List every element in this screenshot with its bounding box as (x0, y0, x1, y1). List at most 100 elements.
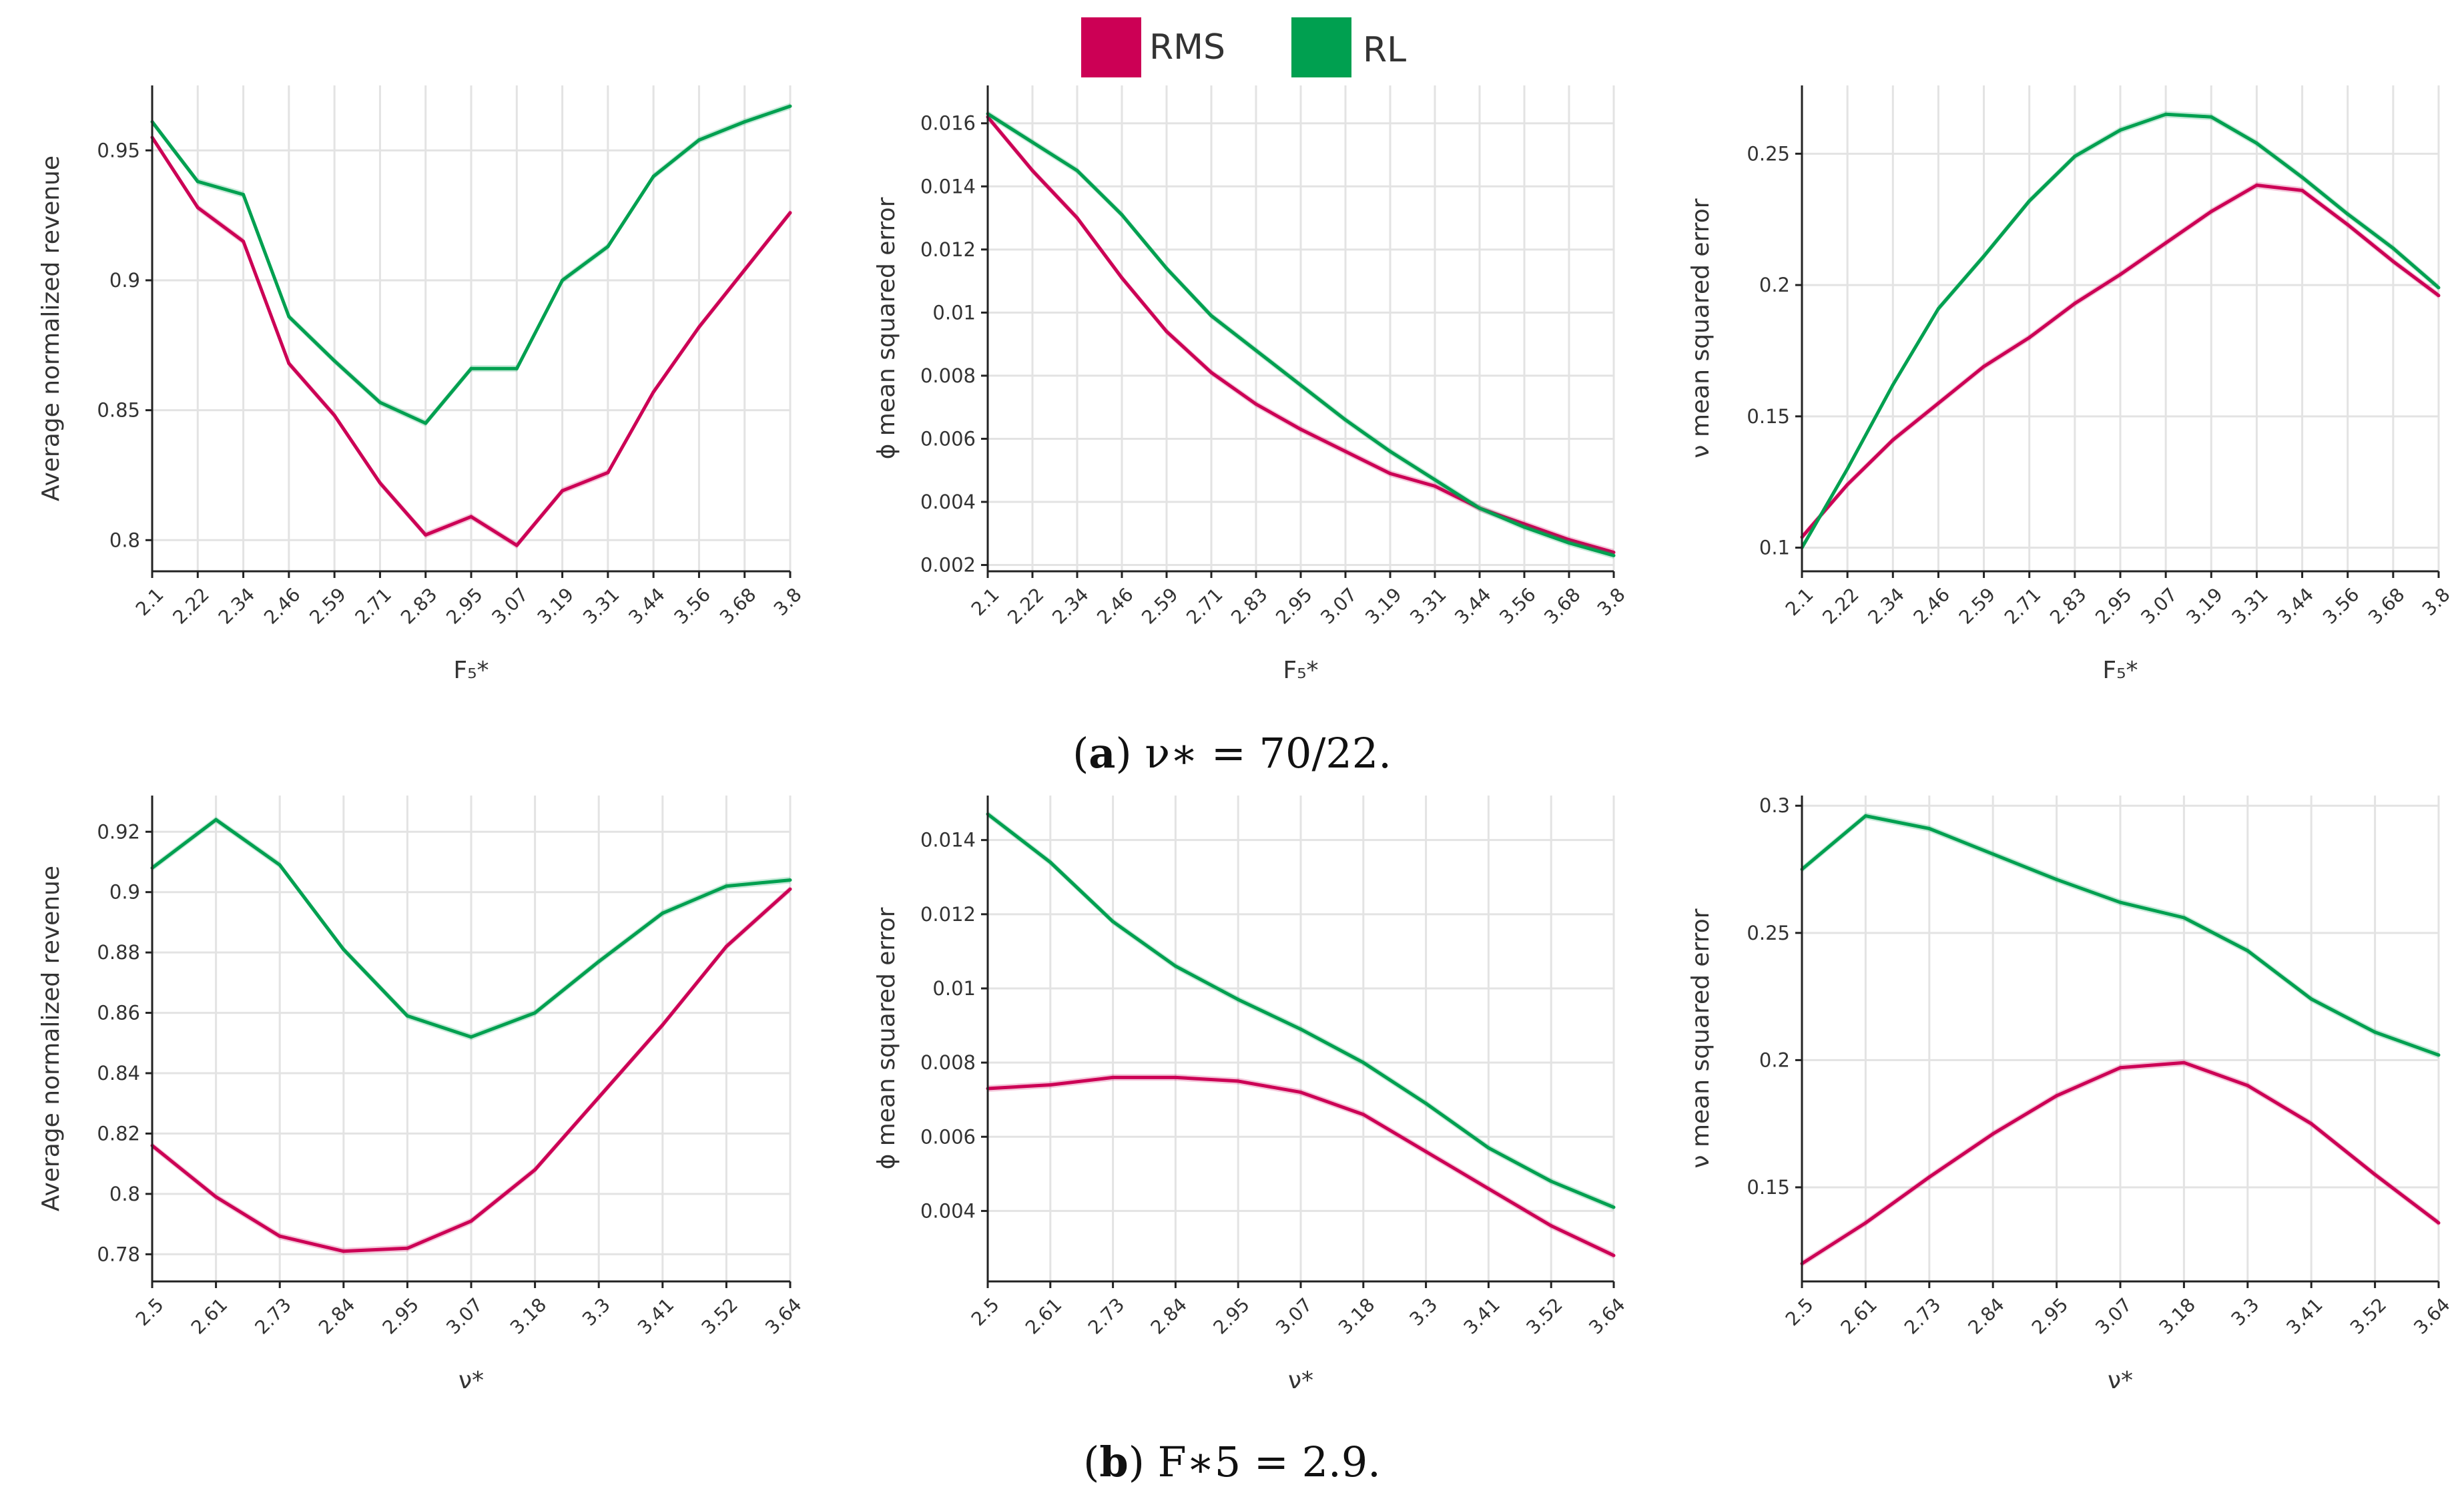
panel-a1: 0.8 0.85 0.9 0.95 2.1 2.22 2.34 2.46 2.59 2.71 2.8… (37, 85, 806, 684)
chart3-xtick-label-9: 3.52 (697, 1293, 742, 1338)
chart3-point-rms-10 (788, 887, 792, 891)
chart0-point-rms-2 (242, 240, 246, 244)
chart4-xtick-label-5: 3.07 (1271, 1293, 1316, 1338)
chart1-xtick-label-8: 3.07 (1316, 583, 1361, 628)
chart4-point-rms-8 (1486, 1187, 1490, 1191)
chart3-xtick-label-7: 3.3 (578, 1293, 615, 1330)
chart5-point-rl-7 (2246, 949, 2250, 952)
chart2-point-rl-11 (2300, 176, 2304, 180)
chart1-point-rl-11 (1478, 507, 1482, 510)
chart0-point-rms-9 (561, 489, 565, 493)
chart0-xtick-label-0: 2.1 (131, 583, 168, 620)
chart5-xtick-label-8: 3.41 (2282, 1293, 2327, 1338)
chart4-xtick-label-6: 3.18 (1334, 1293, 1379, 1338)
chart1-xtick-label-14: 3.8 (1593, 583, 1630, 620)
chart2-xlabel: F₅* (2102, 657, 2138, 684)
chart2-point-rms-12 (2346, 223, 2350, 227)
chart2-xtick-label-11: 3.44 (2273, 583, 2318, 628)
chart1-xtick-label-5: 2.71 (1182, 583, 1227, 628)
chart2-point-rms-5 (2028, 336, 2032, 340)
chart2-xtick-label-0: 2.1 (1781, 583, 1818, 620)
chart3-point-rms-5 (469, 1219, 473, 1223)
chart1-point-rl-8 (1343, 418, 1347, 422)
chart5-point-rl-4 (2055, 878, 2059, 882)
chart0-xtick-label-14: 3.8 (769, 583, 806, 620)
chart1-point-rms-13 (1567, 538, 1571, 542)
chart3-point-rl-9 (724, 884, 728, 888)
legend-swatch-rms (1081, 17, 1141, 77)
chart2-point-rms-13 (2391, 260, 2395, 264)
chart2-point-rms-2 (1891, 438, 1895, 442)
chart4-point-rl-3 (1173, 964, 1177, 968)
chart5-point-rl-10 (2437, 1053, 2441, 1057)
chart4-xtick-label-4: 2.95 (1209, 1293, 1253, 1338)
chart1-point-rms-7 (1299, 427, 1303, 431)
chart0-point-rl-2 (242, 193, 246, 196)
chart2-xtick-label-13: 3.68 (2364, 583, 2409, 628)
chart3-point-rl-3 (342, 948, 346, 952)
chart4-xtick-label-0: 2.5 (967, 1293, 1004, 1330)
chart4-point-rms-9 (1549, 1224, 1553, 1228)
chart0-point-rms-13 (743, 268, 747, 272)
chart0-xtick-label-8: 3.07 (488, 583, 533, 628)
chart1-point-rms-6 (1254, 402, 1258, 406)
chart1-point-rms-14 (1612, 551, 1616, 555)
chart5-point-rms-3 (1991, 1132, 1995, 1136)
chart0-xtick-label-3: 2.46 (260, 583, 304, 628)
chart1-xtick-label-6: 2.83 (1227, 583, 1271, 628)
chart5-xtick-label-7: 3.3 (2227, 1293, 2264, 1330)
chart3-ytick-label-6: 0.9 (109, 881, 140, 904)
chart1-point-rms-9 (1388, 472, 1392, 475)
chart4-point-rms-3 (1173, 1075, 1177, 1079)
panel-a2: 0.002 0.004 0.006 0.008 0.01 0.012 0.014 0.016 2… (873, 85, 1630, 684)
chart2-ylabel: ν mean squared error (1687, 198, 1715, 458)
chart0-point-rl-14 (788, 104, 792, 108)
chart3-point-rms-8 (661, 1023, 665, 1027)
chart3-xtick-label-2: 2.73 (250, 1293, 295, 1338)
chart1-ytick-label-0: 0.002 (920, 554, 976, 577)
chart3-point-rms-3 (342, 1249, 346, 1253)
chart5-xtick-label-3: 2.84 (1963, 1293, 2008, 1338)
chart0-xtick-label-13: 3.68 (715, 583, 760, 628)
chart5-xtick-label-4: 2.95 (2028, 1293, 2072, 1338)
chart2-ytick-label-1: 0.15 (1747, 405, 1790, 428)
chart1-ytick-label-5: 0.012 (920, 238, 976, 261)
chart2-point-rms-9 (2209, 210, 2213, 214)
chart4-point-rms-1 (1048, 1083, 1052, 1087)
chart2-point-rms-7 (2118, 272, 2122, 276)
chart0-xtick-label-5: 2.71 (351, 583, 396, 628)
chart1-xtick-label-10: 3.31 (1406, 583, 1450, 628)
chart4-point-rl-7 (1424, 1101, 1428, 1105)
chart5-xlabel: ν* (2108, 1367, 2133, 1394)
chart5-point-rms-6 (2182, 1061, 2186, 1065)
chart4-point-rl-1 (1048, 860, 1052, 864)
chart0-point-rl-7 (469, 366, 473, 370)
chart4-point-rms-7 (1424, 1150, 1428, 1153)
chart1-point-rl-6 (1254, 348, 1258, 352)
chart0-point-rms-4 (332, 413, 336, 417)
chart2-point-rl-9 (2209, 115, 2213, 119)
chart4-ytick-label-3: 0.01 (932, 977, 976, 1000)
chart1-xtick-label-9: 3.19 (1361, 583, 1406, 628)
chart1-xtick-label-13: 3.68 (1540, 583, 1584, 628)
chart1-ytick-label-1: 0.004 (920, 491, 976, 513)
chart0-point-rms-11 (651, 390, 655, 394)
chart1-point-rms-12 (1522, 522, 1526, 526)
chart1-ytick-label-2: 0.006 (920, 427, 976, 450)
chart3-point-rms-6 (533, 1168, 537, 1172)
chart2-ytick-label-2: 0.2 (1759, 274, 1790, 296)
chart2-ytick-label-3: 0.25 (1747, 142, 1790, 165)
chart5-xtick-label-9: 3.52 (2346, 1293, 2391, 1338)
caption-a: (a) ν∗ = 70/22. (1072, 729, 1392, 778)
chart2-point-rl-10 (2254, 141, 2258, 145)
chart0-point-rl-10 (606, 244, 610, 248)
chart1-ytick-label-6: 0.014 (920, 175, 976, 198)
chart2-ytick-label-0: 0.1 (1759, 537, 1790, 559)
chart4-point-rms-4 (1236, 1079, 1240, 1083)
chart4-ytick-label-2: 0.008 (920, 1051, 976, 1074)
chart1-point-rl-13 (1567, 541, 1571, 545)
chart4-xtick-label-10: 3.64 (1584, 1293, 1629, 1338)
chart0-point-rms-8 (515, 543, 519, 547)
chart0-point-rl-13 (743, 120, 747, 123)
chart3-point-rms-1 (214, 1195, 218, 1199)
